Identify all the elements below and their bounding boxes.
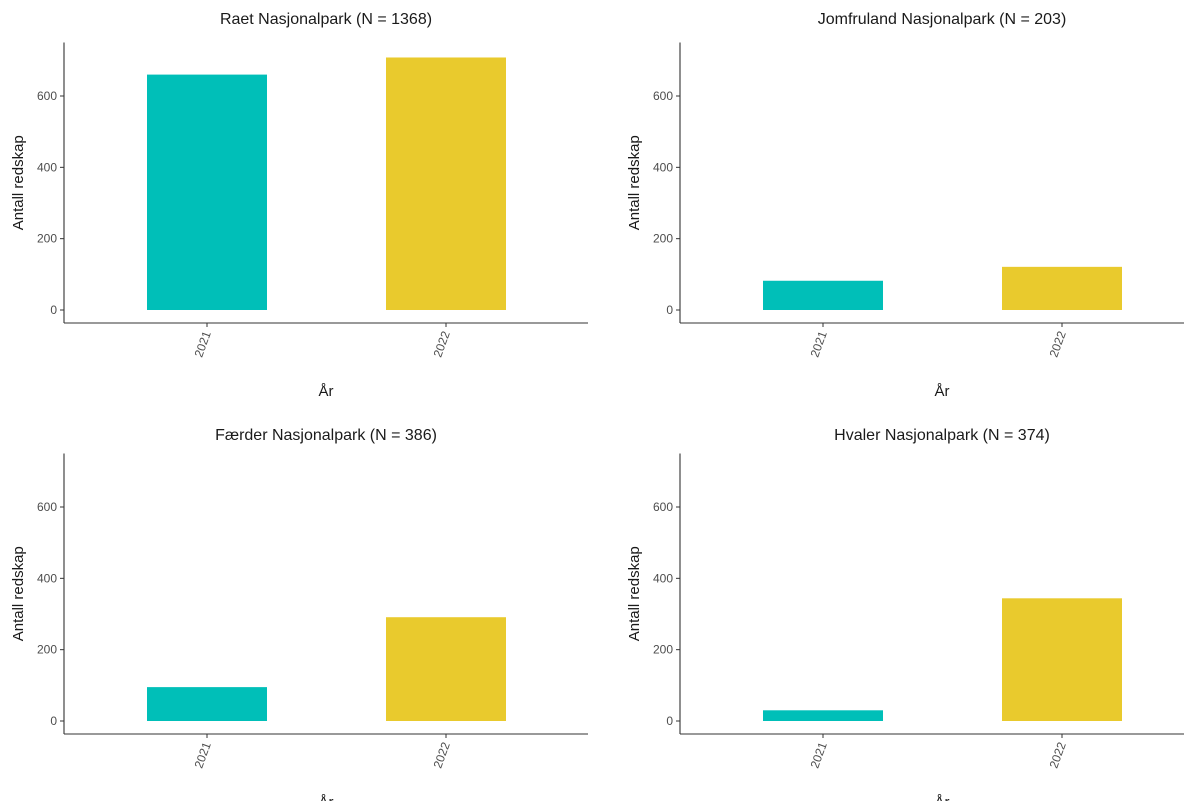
y-tick-label-hvaler-400: 400 [653,571,673,585]
x-tick-label-jomfruland-2022: 2022 [1047,329,1069,359]
bar-raet-2021 [147,74,267,310]
chart-title-faerder: Færder Nasjonalpark (N = 386) [215,427,437,444]
y-axis-title-faerder: Antall redskap [10,546,27,641]
bar-hvaler-2022 [1002,598,1122,721]
y-axis-title-hvaler: Antall redskap [626,546,643,641]
y-tick-label-hvaler-0: 0 [666,714,673,728]
y-tick-label-raet-400: 400 [37,160,57,174]
x-axis-title-jomfruland: År [935,383,950,400]
x-axis-title-raet: År [319,383,334,400]
bar-faerder-2022 [386,617,506,721]
x-tick-label-hvaler-2021: 2021 [808,740,830,770]
y-tick-label-hvaler-200: 200 [653,643,673,657]
y-tick-label-faerder-600: 600 [37,500,57,514]
y-tick-label-faerder-200: 200 [37,643,57,657]
y-tick-label-jomfruland-0: 0 [666,303,673,317]
y-axis-title-jomfruland: Antall redskap [626,135,643,230]
y-tick-label-raet-200: 200 [37,232,57,246]
bar-faerder-2021 [147,687,267,721]
y-tick-label-faerder-400: 400 [37,571,57,585]
bar-hvaler-2021 [763,710,883,721]
bar-raet-2022 [386,57,506,311]
y-tick-label-jomfruland-400: 400 [653,160,673,174]
y-tick-label-hvaler-600: 600 [653,500,673,514]
bar-jomfruland-2021 [763,280,883,310]
chart-title-raet: Raet Nasjonalpark (N = 1368) [220,11,432,28]
y-tick-label-faerder-0: 0 [50,714,57,728]
chart-title-jomfruland: Jomfruland Nasjonalpark (N = 203) [818,11,1067,28]
x-tick-label-faerder-2021: 2021 [192,740,214,770]
y-tick-label-raet-0: 0 [50,303,57,317]
x-axis-title-hvaler: År [935,794,950,801]
chart-title-hvaler: Hvaler Nasjonalpark (N = 374) [834,427,1050,444]
x-axis-title-faerder: År [319,794,334,801]
x-tick-label-raet-2021: 2021 [192,329,214,359]
x-tick-label-hvaler-2022: 2022 [1047,740,1069,770]
x-tick-label-raet-2022: 2022 [431,329,453,359]
y-tick-label-jomfruland-200: 200 [653,232,673,246]
bar-jomfruland-2022 [1002,266,1122,310]
x-tick-label-faerder-2022: 2022 [431,740,453,770]
y-tick-label-jomfruland-600: 600 [653,89,673,103]
y-axis-title-raet: Antall redskap [10,135,27,230]
x-tick-label-jomfruland-2021: 2021 [808,329,830,359]
y-tick-label-raet-600: 600 [37,89,57,103]
